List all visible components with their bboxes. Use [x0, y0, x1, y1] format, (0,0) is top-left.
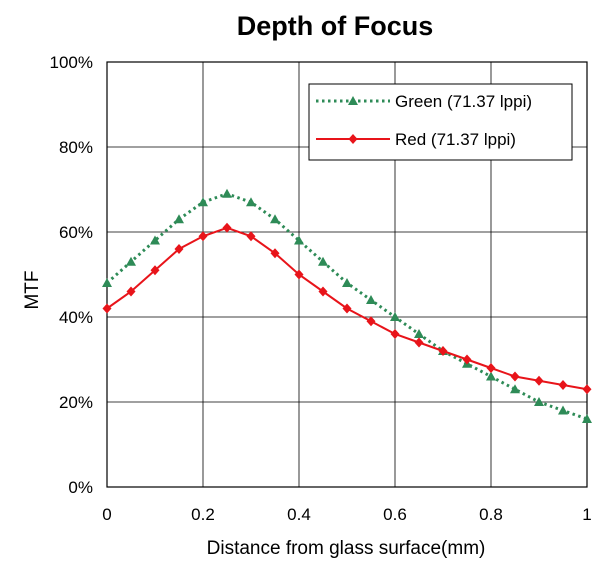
data-point [390, 329, 400, 339]
x-tick-label: 0.4 [287, 505, 311, 524]
data-point [390, 312, 400, 321]
y-tick-label: 60% [59, 223, 93, 242]
series-1 [102, 222, 592, 395]
x-axis-ticks: 0 0.2 0.4 0.6 0.8 1 [102, 505, 591, 524]
y-axis-ticks: 0% 20% 40% 60% 80% 100% [50, 53, 93, 497]
series-layer [102, 188, 592, 423]
legend-label: Red (71.37 lppi) [395, 130, 516, 149]
data-point [246, 231, 256, 242]
data-point [342, 278, 352, 287]
data-point [318, 286, 328, 297]
x-tick-label: 0.2 [191, 505, 215, 524]
data-point [366, 316, 376, 327]
data-point [294, 269, 304, 280]
plot-area [106, 61, 588, 488]
data-point [414, 337, 424, 348]
data-point [558, 405, 568, 415]
legend: Green (71.37 lppi) Red (71.37 lppi) [308, 83, 573, 161]
data-point [150, 235, 160, 245]
data-point [534, 397, 544, 406]
data-point [510, 371, 520, 382]
data-point [534, 375, 544, 386]
data-point [150, 265, 160, 276]
data-point [558, 380, 568, 390]
y-tick-label: 0% [68, 478, 93, 497]
legend-item-1: Red (71.37 lppi) [316, 130, 516, 149]
data-point [582, 384, 592, 395]
y-axis-label: MTF [22, 270, 43, 309]
y-tick-label: 20% [59, 393, 93, 412]
data-point [102, 278, 112, 287]
data-point [222, 188, 232, 198]
x-tick-label: 0.8 [479, 505, 503, 524]
data-point [294, 235, 304, 245]
data-point [246, 197, 256, 207]
legend-marker [348, 134, 358, 144]
data-point [198, 197, 208, 207]
data-point [438, 346, 448, 356]
y-tick-label: 100% [50, 53, 93, 72]
data-point [510, 384, 520, 394]
data-point [582, 414, 592, 423]
data-point [198, 231, 208, 242]
y-tick-label: 40% [59, 308, 93, 327]
x-tick-label: 1 [582, 505, 591, 524]
data-point [270, 214, 280, 224]
data-point [366, 295, 376, 304]
data-point [222, 222, 232, 233]
data-point [174, 244, 184, 254]
data-point [486, 363, 496, 373]
data-point [126, 256, 136, 266]
legend-marker [348, 96, 358, 105]
data-point [462, 354, 472, 365]
legend-label: Green (71.37 lppi) [395, 92, 532, 111]
data-point [486, 371, 496, 381]
x-tick-label: 0.6 [383, 505, 407, 524]
data-point [318, 256, 328, 266]
chart-title: Depth of Focus [237, 11, 434, 41]
data-point [174, 214, 184, 224]
data-point [342, 303, 352, 314]
data-point [102, 303, 112, 314]
data-point [126, 286, 136, 297]
y-tick-label: 80% [59, 138, 93, 157]
legend-item-0: Green (71.37 lppi) [316, 92, 532, 111]
data-point [414, 329, 424, 338]
x-tick-label: 0 [102, 505, 111, 524]
data-point [270, 248, 280, 259]
x-axis-label: Distance from glass surface(mm) [207, 538, 486, 559]
